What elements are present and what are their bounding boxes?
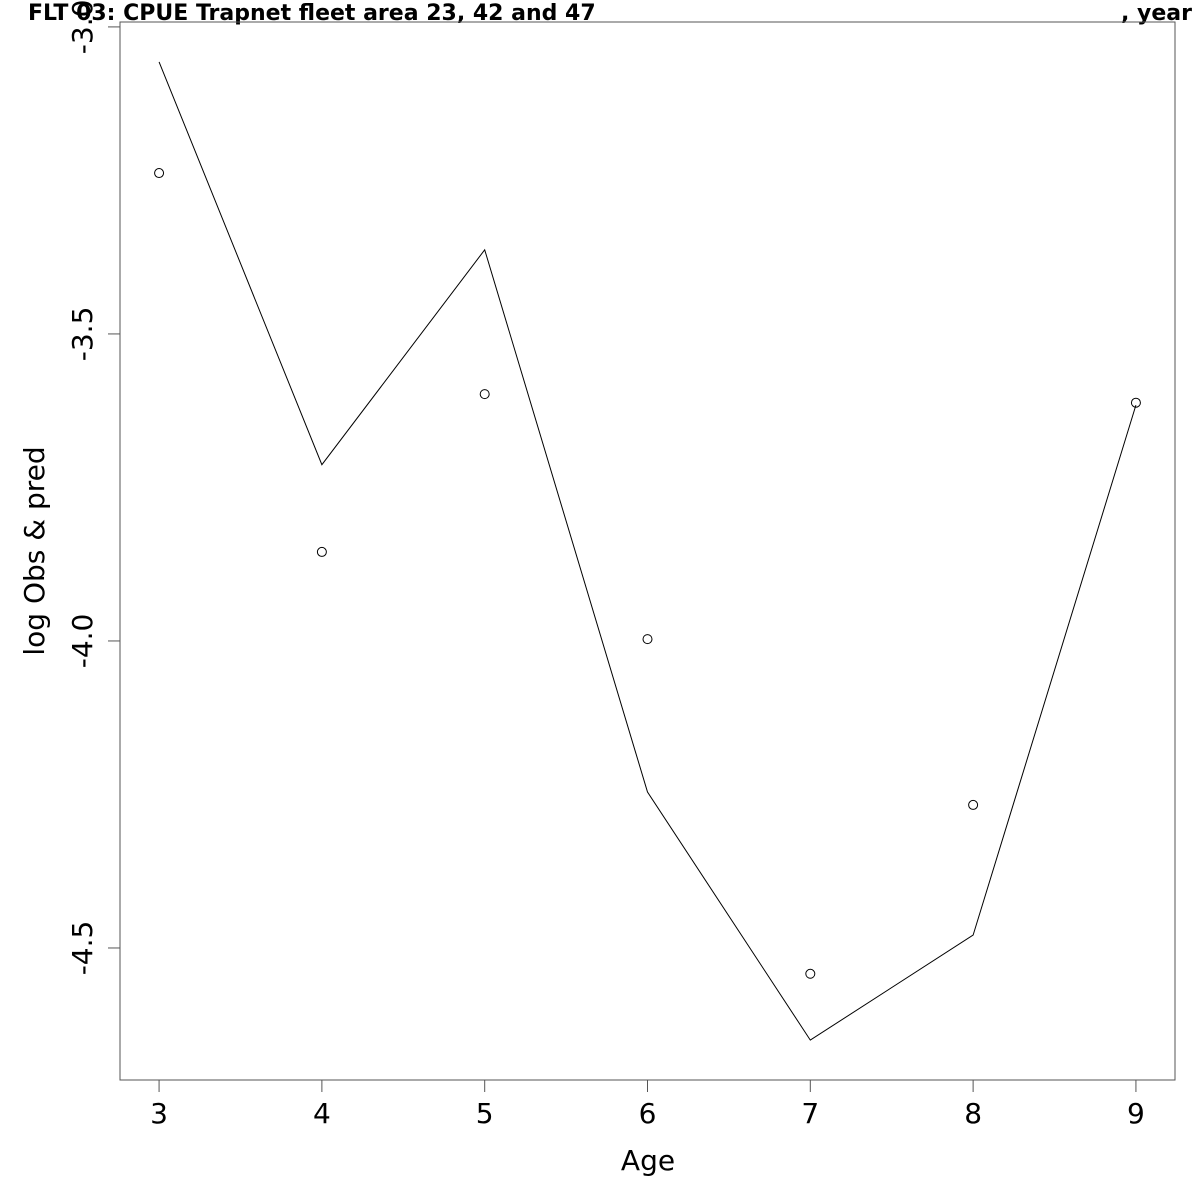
y-tick-label: -3.5 — [66, 307, 99, 362]
y-axis-label: log Obs & pred — [18, 446, 51, 655]
obs-point — [316, 546, 327, 557]
x-axis-label: Age — [621, 1144, 675, 1177]
x-tick-label: 3 — [150, 1097, 168, 1130]
y-tick-label: -4.5 — [66, 921, 99, 976]
x-tick-label: 7 — [801, 1097, 819, 1130]
y-tick-label: -3.0 — [66, 0, 99, 54]
x-tick-label: 9 — [1127, 1097, 1145, 1130]
y-tick-label: -4.0 — [66, 614, 99, 669]
x-tick-label: 4 — [313, 1097, 331, 1130]
obs-point — [642, 634, 653, 645]
x-tick-label: 8 — [964, 1097, 982, 1130]
obs-point — [968, 799, 979, 810]
obs-point — [1130, 397, 1141, 408]
obs-point — [154, 168, 165, 179]
x-tick-label: 6 — [639, 1097, 657, 1130]
plot-frame — [119, 21, 1176, 1081]
pred-line — [158, 61, 1137, 1041]
obs-point — [479, 389, 490, 400]
x-tick-label: 5 — [476, 1097, 494, 1130]
obs-point — [805, 968, 816, 979]
